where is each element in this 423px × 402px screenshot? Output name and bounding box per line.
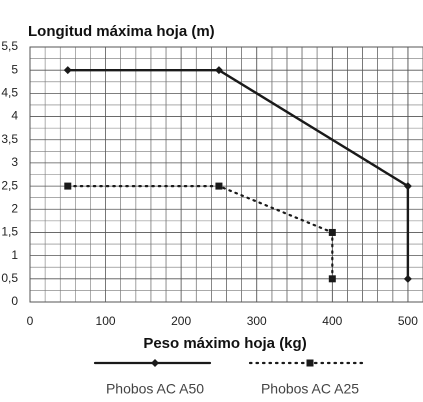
data-point — [403, 182, 412, 191]
data-point — [328, 275, 336, 283]
legend-label: Phobos AC A25 — [261, 381, 359, 397]
y-tick-label: 5,5 — [1, 39, 18, 53]
x-tick-label: 0 — [27, 314, 34, 328]
series-line — [66, 68, 410, 281]
data-point — [215, 182, 223, 190]
data-point — [214, 66, 223, 75]
x-tick-label: 200 — [171, 314, 191, 328]
y-tick-label: 5 — [11, 62, 18, 76]
legend-label: Phobos AC A50 — [106, 381, 204, 397]
x-axis-label: Peso máximo hoja (kg) — [143, 335, 306, 352]
y-tick-label: 3,5 — [1, 132, 18, 146]
y-tick-label: 1 — [11, 248, 18, 262]
y-tick-label: 2,5 — [1, 178, 18, 192]
y-tick-label: 2 — [11, 201, 18, 215]
chart-title: Longitud máxima hoja (m) — [28, 23, 215, 40]
x-tick-label: 300 — [247, 314, 267, 328]
legend-marker — [306, 359, 314, 367]
x-tick-label: 500 — [398, 314, 418, 328]
y-tick-label: 4,5 — [1, 86, 18, 100]
y-tick-label: 1,5 — [1, 225, 18, 239]
x-tick-label: 100 — [96, 314, 116, 328]
data-point — [403, 274, 412, 283]
y-tick-label: 3 — [11, 155, 18, 169]
y-tick-label: 0,5 — [1, 271, 18, 285]
data-point — [328, 228, 336, 236]
legend-marker — [151, 359, 159, 367]
y-tick-label: 4 — [11, 109, 18, 123]
data-point — [63, 66, 72, 75]
x-tick-label: 400 — [322, 314, 342, 328]
y-tick-label: 0 — [11, 294, 18, 308]
data-point — [64, 182, 72, 190]
